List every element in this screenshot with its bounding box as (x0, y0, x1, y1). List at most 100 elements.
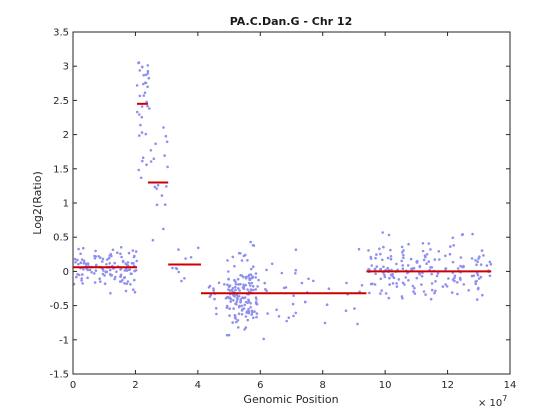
data-point (154, 142, 157, 145)
y-tick-label: 2.5 (53, 96, 69, 107)
y-tick-label: 3 (63, 62, 69, 73)
data-point (126, 280, 130, 283)
data-point (242, 254, 246, 258)
data-point (127, 251, 131, 255)
data-point (76, 258, 79, 262)
data-point (137, 168, 140, 172)
data-point (249, 240, 252, 244)
data-point (409, 257, 413, 261)
data-point (234, 288, 237, 292)
data-point (479, 275, 483, 279)
data-point (196, 246, 200, 250)
data-point (125, 269, 129, 272)
data-point (400, 295, 404, 298)
data-point (101, 272, 105, 276)
data-point (156, 183, 160, 187)
data-point (411, 267, 415, 270)
data-point (415, 261, 419, 264)
data-point (79, 261, 82, 265)
data-point (93, 281, 97, 284)
data-point (250, 313, 253, 316)
data-point (250, 281, 254, 285)
data-point (119, 268, 122, 271)
data-point (470, 274, 474, 278)
data-point (177, 248, 180, 251)
data-point (430, 282, 434, 285)
data-point (427, 242, 431, 245)
data-point (227, 285, 231, 289)
data-point (103, 274, 106, 277)
data-point (146, 69, 150, 73)
x-tick-label: 10 (379, 380, 392, 391)
data-point (135, 259, 138, 263)
data-point (382, 245, 385, 249)
data-point (479, 263, 483, 266)
data-point (237, 326, 240, 329)
data-point (453, 279, 456, 283)
data-point (456, 267, 460, 270)
data-point (138, 134, 141, 137)
data-point (80, 258, 84, 261)
data-point (357, 247, 361, 251)
data-point (160, 194, 164, 197)
data-point (477, 257, 480, 260)
x-tick-label: 14 (504, 380, 517, 391)
data-point (235, 303, 238, 306)
data-point (476, 273, 480, 277)
data-point (251, 311, 254, 314)
data-point (475, 298, 479, 301)
data-point (249, 306, 252, 309)
data-point (237, 305, 241, 309)
data-point (411, 284, 415, 288)
data-point (402, 249, 405, 252)
data-point (270, 262, 274, 266)
data-point (386, 256, 390, 260)
plot-area (73, 32, 510, 374)
data-point (155, 187, 158, 190)
data-point (233, 285, 237, 289)
data-point (236, 297, 239, 301)
data-point (383, 273, 386, 277)
data-point (474, 259, 477, 262)
data-point (151, 238, 155, 242)
data-point (212, 287, 215, 290)
data-point (429, 297, 433, 301)
data-point (227, 288, 230, 291)
data-point (109, 268, 112, 272)
data-point (94, 249, 97, 253)
data-point (98, 277, 101, 281)
data-point (147, 76, 151, 80)
data-point (140, 131, 144, 134)
data-point (235, 320, 238, 324)
data-point (240, 259, 244, 262)
data-point (244, 276, 248, 280)
data-point (141, 65, 144, 69)
data-point (247, 298, 250, 302)
data-point (448, 252, 452, 256)
data-point (304, 300, 307, 304)
data-point (86, 276, 89, 280)
data-point (245, 310, 249, 313)
data-point (474, 280, 477, 284)
data-point (421, 242, 425, 245)
data-point (388, 283, 391, 286)
data-point (123, 282, 126, 285)
data-point (109, 291, 112, 295)
data-point (434, 289, 437, 293)
data-point (476, 260, 480, 264)
data-point (141, 156, 145, 159)
data-point (189, 255, 193, 259)
data-point (132, 255, 136, 259)
y-axis: -1.5 -1 -0.5 0 0.5 1 1.5 2 2.5 3 3.5 (49, 28, 510, 381)
data-point (266, 312, 269, 315)
data-point (369, 255, 373, 259)
data-point (265, 268, 268, 272)
data-point (149, 149, 153, 152)
data-point (249, 289, 253, 292)
data-point (422, 258, 426, 262)
data-point (425, 253, 429, 256)
data-point (456, 281, 459, 284)
data-point (95, 263, 98, 267)
data-point (148, 107, 151, 110)
data-point (461, 265, 464, 269)
